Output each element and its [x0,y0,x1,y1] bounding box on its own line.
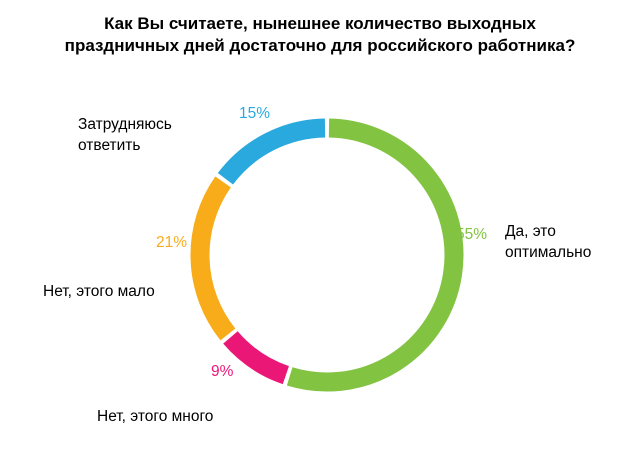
segment-label-few: Нет, этого мало [43,283,155,300]
percent-label-few: 21% [156,234,188,251]
donut-segment-few [190,176,236,341]
chart-title-line2: праздничных дней достаточно для российск… [64,36,576,55]
donut-segment-optimal [286,118,464,392]
donut-segment-many [223,331,290,385]
chart-title: Как Вы считаете, нынешнее количество вых… [0,13,640,57]
segment-label-many: Нет, этого много [97,408,214,425]
segment-label-optimal: Да, это оптимально [505,223,592,261]
donut-segment-undecided [217,118,326,185]
percent-label-many: 9% [211,363,234,380]
percent-label-undecided: 15% [239,105,271,122]
percent-label-optimal: 55% [456,226,488,243]
segment-label-undecided: Затрудняюсь ответить [78,116,172,154]
chart-title-line1: Как Вы считаете, нынешнее количество вых… [104,14,536,33]
